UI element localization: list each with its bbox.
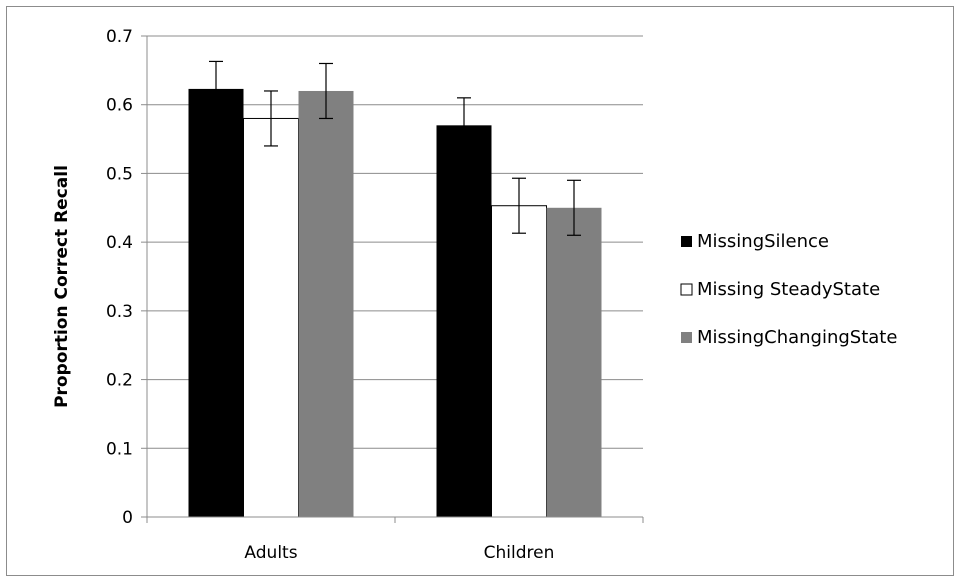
y-tick-label: 0.5 — [106, 164, 133, 184]
bar-1-1 — [491, 205, 547, 518]
legend-label: MissingSilence — [697, 231, 829, 252]
error-bars — [209, 60, 581, 236]
y-tick-label: 0.4 — [106, 233, 133, 253]
error-bar-0-0 — [209, 60, 223, 117]
error-bar-0-2 — [319, 62, 333, 120]
bar-0-2 — [298, 90, 354, 517]
legend-item: MissingSilence — [681, 231, 829, 252]
x-tick-label: Adults — [244, 543, 297, 563]
legend: MissingSilence Missing SteadyState Missing… — [680, 231, 897, 348]
y-tick-label: 0.7 — [106, 27, 133, 47]
bar-chart: 0 0.1 0.2 0.3 0.4 0.5 0.6 0.7 Adults Children Pr… — [52, 27, 897, 563]
y-tick-label: 0.1 — [106, 439, 133, 459]
y-tick-label: 0 — [122, 508, 133, 528]
error-bar-1-1 — [512, 177, 526, 234]
error-bar-1-0 — [457, 97, 471, 154]
bars — [188, 88, 602, 518]
y-tick-labels: 0 0.1 0.2 0.3 0.4 0.5 0.6 0.7 — [106, 27, 133, 528]
legend-swatch — [680, 283, 693, 296]
legend-swatch — [681, 236, 692, 247]
error-bar-1-2 — [567, 179, 581, 236]
y-tick-label: 0.3 — [106, 302, 133, 322]
y-tick-label: 0.2 — [106, 371, 133, 391]
legend-item: MissingChangingState — [681, 327, 897, 348]
x-tick-labels: Adults Children — [244, 543, 554, 563]
chart-frame: 0 0.1 0.2 0.3 0.4 0.5 0.6 0.7 Adults Children Pr… — [6, 6, 954, 576]
legend-item: Missing SteadyState — [680, 279, 880, 300]
bar-1-0 — [436, 125, 492, 517]
y-tick-label: 0.6 — [106, 96, 133, 116]
legend-label: MissingChangingState — [697, 327, 897, 348]
x-tick-label: Children — [484, 543, 555, 563]
bar-1-2 — [546, 207, 602, 518]
y-axis-title: Proportion Correct Recall — [52, 165, 72, 408]
legend-label: Missing SteadyState — [697, 279, 880, 300]
error-bar-0-1 — [264, 90, 278, 147]
legend-swatch — [681, 332, 692, 343]
bar-0-0 — [188, 88, 244, 517]
axes — [141, 35, 644, 523]
bar-0-1 — [243, 117, 299, 518]
